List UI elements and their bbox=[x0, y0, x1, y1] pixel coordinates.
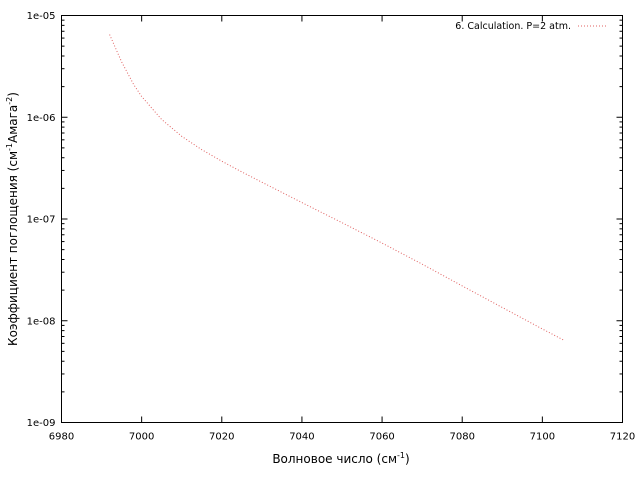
y-axis-title-sup2: -2 bbox=[5, 97, 14, 105]
legend: 6. Calculation. P=2 atm. bbox=[455, 21, 608, 32]
x-tick-label: 7100 bbox=[530, 432, 555, 443]
x-tick-label: 7120 bbox=[610, 432, 635, 443]
x-tick-label: 7060 bbox=[369, 432, 394, 443]
x-axis-title: Волновое число (см-1) bbox=[272, 451, 409, 466]
y-tick-label: 1e-05 bbox=[27, 11, 56, 22]
y-axis-title-sup1: -1 bbox=[5, 143, 14, 151]
plot-frame bbox=[61, 15, 623, 423]
y-tick-label: 1e-09 bbox=[27, 418, 56, 429]
series-line bbox=[109, 34, 565, 341]
x-tick-label: 7080 bbox=[449, 432, 474, 443]
x-axis-title-sup: -1 bbox=[397, 451, 405, 460]
legend-label: 6. Calculation. P=2 atm. bbox=[455, 21, 571, 32]
y-axis-title-base: Коэффициент поглощения (см bbox=[6, 151, 20, 346]
x-axis-title-base: Волновое число (см bbox=[272, 452, 397, 466]
x-tick-label: 7000 bbox=[129, 432, 154, 443]
x-tick-label: 7040 bbox=[289, 432, 314, 443]
ticks-layer: 6980 7000 7020 7040 7060 7080 7100 7120 1e-09 1e-… bbox=[27, 11, 636, 443]
y-axis-title-tail: ) bbox=[6, 92, 20, 97]
x-axis-title-tail: ) bbox=[405, 452, 410, 466]
y-tick-label: 1e-07 bbox=[27, 215, 56, 226]
y-tick-label: 1e-06 bbox=[27, 113, 56, 124]
y-tick-label: 1e-08 bbox=[27, 316, 56, 327]
x-tick-label: 7020 bbox=[209, 432, 234, 443]
y-axis-title: Коэффициент поглощения (см-1Амага-2) bbox=[5, 92, 20, 346]
x-tick-label: 6980 bbox=[49, 432, 74, 443]
y-axis-title-mid: Амага bbox=[6, 105, 20, 143]
series-layer bbox=[109, 34, 565, 341]
